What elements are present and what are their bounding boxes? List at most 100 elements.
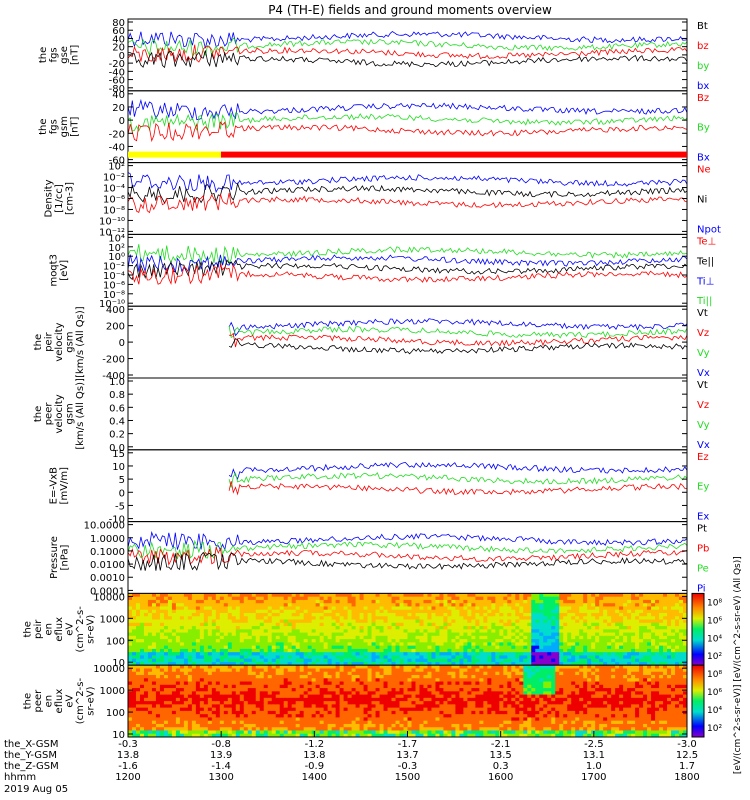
spectrogram-cell (363, 704, 369, 709)
spectrogram-cell (663, 626, 668, 630)
spectrogram-cell (463, 599, 468, 604)
spectrogram-cell (251, 704, 257, 709)
spectrogram-cell (231, 684, 237, 689)
spectrogram-cell (271, 635, 277, 640)
spectrogram-cell (191, 626, 197, 630)
spectrogram-cell (675, 639, 680, 643)
spectrogram-cell (191, 674, 197, 679)
spectrogram-cell (555, 645, 560, 650)
spectrogram-cell (275, 635, 281, 640)
spectrogram-cell (179, 691, 185, 696)
spectrogram-cell (347, 723, 353, 728)
spectrogram-cell (391, 629, 397, 634)
spectrogram-cell (563, 593, 568, 598)
spectrogram-cell (259, 730, 265, 735)
spectrogram-cell (243, 684, 249, 689)
spectrogram-cell (159, 717, 165, 722)
spectrogram-cell (419, 668, 425, 673)
spectrogram-cell (275, 648, 281, 653)
spectrogram-cell (283, 661, 289, 666)
spectrogram-cell (347, 599, 353, 604)
spectrogram-cell (351, 658, 357, 663)
spectrogram-cell (383, 619, 389, 624)
spectrogram-cell (547, 648, 552, 653)
spectrogram-cell (155, 593, 161, 598)
spectrogram-cell (287, 668, 293, 673)
spectrogram-cell (487, 599, 492, 604)
spectrogram-cell (155, 694, 161, 699)
spectrogram-cell (391, 652, 397, 657)
spectrogram-cell (639, 655, 644, 660)
legend-entry: Vt (697, 380, 708, 391)
spectrogram-cell (267, 648, 273, 653)
spectrogram-cell (271, 671, 277, 676)
spectrogram-cell (291, 619, 297, 624)
spectrogram-cell (267, 688, 273, 692)
spectrogram-cell (307, 701, 313, 705)
spectrogram-cell (303, 691, 309, 696)
spectrogram-cell (163, 596, 169, 601)
spectrogram-cell (231, 642, 237, 647)
spectrogram-cell (535, 655, 540, 660)
spectrogram-cell (183, 658, 189, 663)
spectrogram-cell (375, 606, 381, 611)
spectrogram-cell (363, 616, 369, 621)
spectrogram-cell (243, 606, 249, 611)
spectrogram-cell (179, 688, 185, 692)
spectrogram-cell (175, 603, 181, 608)
spectrogram-cell (287, 720, 293, 725)
spectrogram-cell (159, 668, 165, 673)
spectrogram-cell (279, 671, 285, 676)
legend-entry: Ne (697, 165, 711, 176)
spectrogram-cell (355, 648, 361, 653)
spectrogram-cell (215, 727, 221, 732)
spectrogram-cell (128, 697, 133, 702)
series-Bx (128, 98, 687, 121)
spectrogram-cell (131, 710, 137, 715)
spectrogram-cell (199, 612, 205, 617)
spectrogram-cell (223, 668, 229, 673)
spectrogram-cell (627, 622, 632, 627)
spectrogram-cell (523, 609, 528, 614)
spectrogram-cell (128, 665, 133, 670)
spectrogram-cell (159, 701, 165, 705)
spectrogram-cell (303, 639, 309, 643)
spectrogram-cell (215, 665, 221, 670)
spectrogram-cell (395, 645, 401, 650)
spectrogram-cell (651, 639, 656, 643)
spectrogram-cell (407, 648, 413, 653)
spectrogram-cell (623, 632, 628, 637)
spectrogram-cell (387, 697, 393, 702)
spectrogram-cell (319, 733, 325, 738)
spectrogram-cell (191, 665, 197, 670)
spectrogram-cell (175, 652, 181, 657)
spectrogram-cell (211, 648, 217, 653)
spectrogram-cell (407, 727, 413, 732)
spectrogram-cell (291, 707, 297, 712)
spectrogram-cell (347, 639, 353, 643)
spectrogram-cell (351, 727, 357, 732)
spectrogram-cell (427, 626, 433, 630)
spectrogram-cell (279, 619, 285, 624)
spectrogram-cell (159, 688, 165, 692)
spectrogram-cell (351, 609, 357, 614)
spectrogram-cell (307, 593, 313, 598)
spectrogram-cell (319, 665, 325, 670)
spectrogram-cell (243, 733, 249, 738)
spectrogram-cell (655, 639, 660, 643)
spectrogram-cell (343, 674, 349, 679)
spectrogram-cell (171, 684, 177, 689)
spectrogram-cell (555, 632, 560, 637)
spectrogram-cell (143, 661, 149, 666)
spectrogram-cell (139, 619, 145, 624)
spectrogram-cell (375, 691, 381, 696)
spectrogram-cell (195, 681, 201, 686)
spectrogram-cell (387, 648, 393, 653)
spectrogram-cell (243, 603, 249, 608)
spectrogram-cell (515, 632, 520, 637)
spectrogram-cell (315, 658, 321, 663)
spectrogram-cell (207, 720, 213, 725)
spectrogram-cell (211, 642, 217, 647)
spectrogram-cell (363, 714, 369, 719)
spectrogram-cell (139, 688, 145, 692)
